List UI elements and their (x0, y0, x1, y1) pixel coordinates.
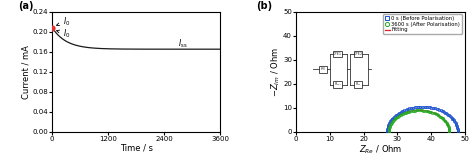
Text: $I_{\rm 0}$: $I_{\rm 0}$ (56, 27, 70, 40)
Text: $I_{\rm 0}$: $I_{\rm 0}$ (56, 15, 70, 28)
X-axis label: Time / s: Time / s (120, 144, 153, 153)
Text: $I_{\rm ss}$: $I_{\rm ss}$ (178, 37, 188, 50)
Y-axis label: Current / mA: Current / mA (22, 45, 31, 99)
Text: (a): (a) (18, 1, 34, 11)
Text: (b): (b) (256, 1, 272, 11)
X-axis label: $Z_{Re}$ / Ohm: $Z_{Re}$ / Ohm (359, 144, 402, 156)
Y-axis label: $-Z_{Im}$ / Ohm: $-Z_{Im}$ / Ohm (269, 47, 282, 97)
Legend: 0 s (Before Polarisation), 3600 s (After Polarisation), Fitting: 0 s (Before Polarisation), 3600 s (After… (383, 14, 462, 34)
